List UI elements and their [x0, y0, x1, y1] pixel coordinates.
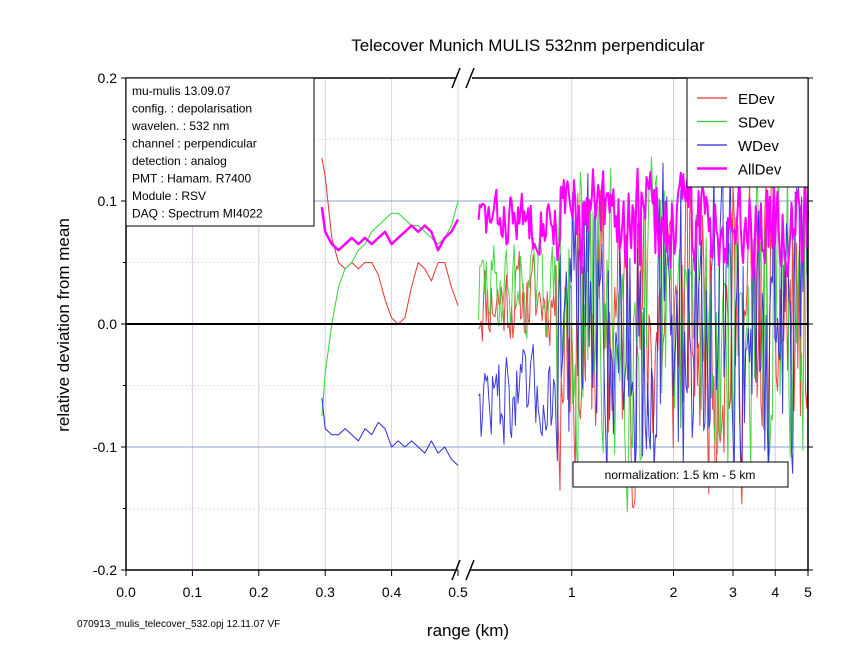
footer-note: 070913_mulis_telecover_532.opj 12.11.07 … — [77, 619, 280, 630]
chart-title: Telecover Munich MULIS 532nm perpendicul… — [351, 36, 705, 55]
x-tick-label: 3 — [729, 584, 737, 600]
y-tick-label: 0.0 — [98, 316, 118, 332]
axis-break-mark-top — [465, 67, 475, 89]
x-axis-label: range (km) — [427, 621, 509, 640]
series-line-wdev — [321, 397, 459, 466]
legend-label-alldev: AllDev — [738, 162, 782, 179]
series-line-sdev — [321, 200, 459, 417]
axis-break-mark-top — [451, 67, 461, 89]
series-line-far-alldev — [477, 162, 809, 280]
info-line: detection : analog — [132, 154, 227, 168]
info-line: wavelen. : 532 nm — [131, 119, 229, 133]
tick-labels: 0.2 0.1 0.0 -0.1 -0.2 0.0 0.1 0.2 0.3 0.4 0.5 1 2 3 4 5 — [93, 70, 812, 600]
y-tick-label: -0.2 — [93, 562, 117, 578]
info-line: DAQ : Spectrum MI4022 — [132, 207, 263, 221]
axis-break-mark-bottom — [451, 559, 461, 581]
normalization-annotation: normalization: 1.5 km - 5 km — [572, 461, 789, 488]
info-line: mu-mulis 13.09.07 — [132, 84, 231, 98]
series-near-range — [320, 157, 460, 466]
axis-break-mark-bottom — [465, 559, 475, 581]
legend: EDev SDev WDev AllDev — [686, 77, 809, 188]
legend-label-edev: EDev — [738, 91, 775, 108]
x-tick-label: 0.0 — [116, 584, 136, 600]
x-tick-label: 0.3 — [315, 584, 335, 600]
x-tick-label: 0.5 — [448, 584, 468, 600]
y-axis-label: relative deviation from mean — [54, 218, 73, 432]
info-line: channel : perpendicular — [132, 137, 257, 151]
info-line: Module : RSV — [132, 189, 206, 203]
y-tick-label: 0.2 — [98, 70, 118, 86]
series-line-alldev — [320, 206, 460, 252]
normalization-text: normalization: 1.5 km - 5 km — [605, 468, 756, 482]
info-box: mu-mulis 13.09.07 config. : depolarisatio… — [125, 77, 315, 227]
x-tick-label: 0.4 — [382, 584, 402, 600]
x-tick-label: 5 — [804, 584, 812, 600]
x-tick-label: 4 — [771, 584, 779, 600]
x-tick-label: 1 — [568, 584, 576, 600]
series-far-range — [477, 145, 809, 513]
legend-label-sdev: SDev — [738, 115, 775, 132]
info-line: config. : depolarisation — [132, 102, 252, 116]
x-tick-label: 0.2 — [249, 584, 269, 600]
x-tick-label: 0.1 — [183, 584, 203, 600]
info-line: PMT : Hamam. R7400 — [132, 172, 251, 186]
legend-label-wdev: WDev — [738, 138, 779, 155]
x-tick-label: 2 — [670, 584, 678, 600]
y-tick-label: 0.1 — [98, 193, 118, 209]
series-line-edev — [321, 157, 459, 325]
y-tick-label: -0.1 — [93, 439, 117, 455]
